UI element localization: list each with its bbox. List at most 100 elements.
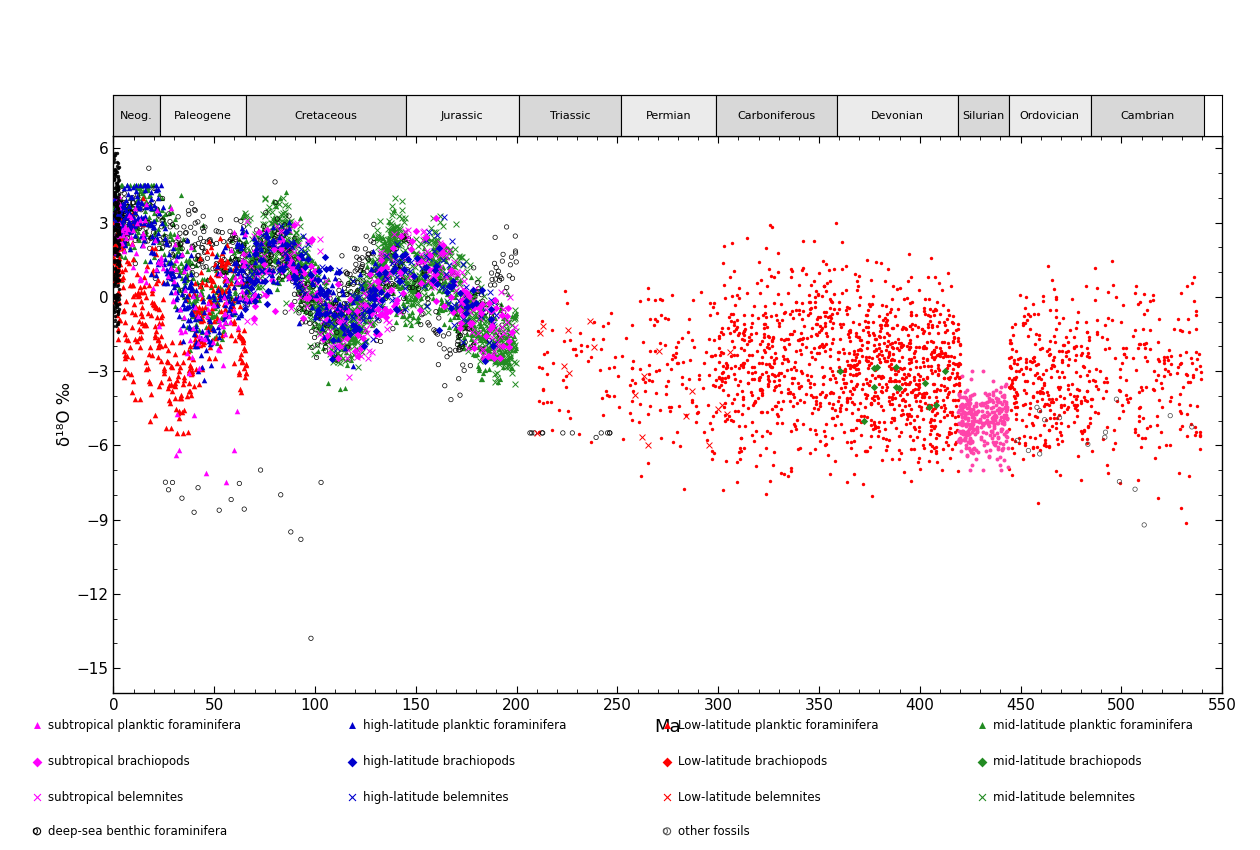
Low-latitude planktic foraminifera <box>189 252 209 265</box>
Low-latitude brachiopods <box>752 405 772 419</box>
mid-latitude planktic foraminifera <box>210 259 231 273</box>
mid-latitude planktic foraminifera <box>394 309 415 322</box>
Low-latitude brachiopods <box>702 452 722 466</box>
Low-latitude brachiopods <box>814 280 834 293</box>
mid-latitude belemnites <box>268 232 289 246</box>
Low-latitude brachiopods <box>767 287 788 301</box>
mid-latitude planktic foraminifera <box>455 320 475 334</box>
Low-latitude brachiopods <box>542 323 562 337</box>
mid-latitude belemnites <box>321 328 341 342</box>
Low-latitude planktic foraminifera <box>108 228 129 241</box>
Point <box>108 303 129 317</box>
mid-latitude planktic foraminifera <box>489 323 509 337</box>
Point <box>983 388 1003 402</box>
mid-latitude planktic foraminifera <box>467 348 488 361</box>
mid-latitude planktic foraminifera <box>454 335 474 348</box>
mid-latitude planktic foraminifera <box>296 254 316 268</box>
Low-latitude brachiopods <box>793 337 813 351</box>
Low-latitude brachiopods <box>782 327 803 341</box>
Low-latitude brachiopods <box>1042 419 1062 433</box>
Low-latitude planktic foraminifera <box>209 290 229 303</box>
high-latitude belemnites <box>396 303 416 316</box>
Low-latitude brachiopods <box>849 414 869 428</box>
mid-latitude planktic foraminifera <box>291 266 311 280</box>
high-latitude planktic foraminifera <box>226 260 246 274</box>
Low-latitude brachiopods <box>839 358 859 371</box>
deep-sea benthic foraminifera <box>213 265 233 279</box>
Text: high-latitude belemnites: high-latitude belemnites <box>363 790 509 804</box>
Low-latitude brachiopods <box>1152 400 1172 413</box>
Low-latitude brachiopods <box>878 345 898 359</box>
high-latitude planktic foraminifera <box>135 234 155 247</box>
Low-latitude brachiopods <box>809 340 829 354</box>
deep-sea benthic foraminifera <box>339 277 359 291</box>
high-latitude planktic foraminifera <box>130 216 150 230</box>
Point <box>108 169 129 183</box>
subtropical belemnites <box>331 341 352 354</box>
mid-latitude planktic foraminifera <box>132 178 152 192</box>
Bar <box>113 95 160 136</box>
Point <box>107 318 127 332</box>
Point <box>965 399 985 412</box>
Low-latitude planktic foraminifera <box>144 297 164 310</box>
Low-latitude brachiopods <box>1040 334 1060 348</box>
mid-latitude planktic foraminifera <box>375 252 396 265</box>
mid-latitude planktic foraminifera <box>348 295 368 309</box>
subtropical brachiopods <box>339 292 359 306</box>
mid-latitude belemnites <box>496 360 517 374</box>
Point <box>107 213 127 227</box>
mid-latitude planktic foraminifera <box>175 258 195 271</box>
mid-latitude planktic foraminifera <box>234 241 255 255</box>
deep-sea benthic foraminifera <box>346 263 367 276</box>
mid-latitude belemnites <box>314 323 334 337</box>
mid-latitude planktic foraminifera <box>411 273 431 286</box>
Low-latitude brachiopods <box>730 445 750 459</box>
mid-latitude planktic foraminifera <box>363 254 383 268</box>
mid-latitude belemnites <box>275 208 295 222</box>
Low-latitude planktic foraminifera <box>224 280 244 294</box>
mid-latitude belemnites <box>401 266 421 280</box>
Low-latitude planktic foraminifera <box>222 303 242 316</box>
deep-sea benthic foraminifera <box>195 220 215 234</box>
mid-latitude planktic foraminifera <box>413 275 433 288</box>
high-latitude belemnites <box>234 298 255 311</box>
Low-latitude brachiopods <box>931 400 951 413</box>
mid-latitude planktic foraminifera <box>212 309 232 323</box>
Low-latitude brachiopods <box>742 316 762 330</box>
Point <box>987 427 1007 440</box>
Low-latitude brachiopods <box>881 354 901 367</box>
mid-latitude belemnites <box>479 336 499 349</box>
subtropical brachiopods <box>271 232 291 246</box>
mid-latitude belemnites <box>318 314 338 328</box>
Low-latitude brachiopods <box>998 351 1018 365</box>
high-latitude belemnites <box>242 286 262 299</box>
mid-latitude planktic foraminifera <box>381 236 401 250</box>
Point <box>955 411 975 424</box>
subtropical planktic foraminifera <box>227 405 247 418</box>
high-latitude planktic foraminifera <box>227 239 247 252</box>
deep-sea benthic foraminifera <box>357 264 377 278</box>
mid-latitude belemnites <box>359 282 379 296</box>
mid-latitude belemnites <box>334 322 354 336</box>
mid-latitude belemnites <box>301 265 321 279</box>
high-latitude planktic foraminifera <box>107 203 127 217</box>
Low-latitude brachiopods <box>662 362 682 376</box>
Low-latitude brachiopods <box>1016 436 1036 450</box>
subtropical brachiopods <box>301 259 321 273</box>
mid-latitude planktic foraminifera <box>248 247 268 261</box>
mid-latitude planktic foraminifera <box>129 188 149 201</box>
subtropical brachiopods <box>368 275 388 288</box>
Low-latitude planktic foraminifera <box>181 366 202 380</box>
high-latitude brachiopods <box>311 283 331 297</box>
mid-latitude belemnites <box>243 256 263 269</box>
Low-latitude planktic foraminifera <box>152 275 173 289</box>
mid-latitude planktic foraminifera <box>474 331 494 344</box>
Low-latitude brachiopods <box>1071 339 1091 353</box>
mid-latitude belemnites <box>460 298 480 312</box>
Low-latitude planktic foraminifera <box>207 311 227 325</box>
Low-latitude brachiopods <box>762 331 782 344</box>
Low-latitude brachiopods <box>813 321 833 335</box>
mid-latitude belemnites <box>504 313 524 326</box>
Low-latitude brachiopods <box>900 362 920 376</box>
mid-latitude belemnites <box>486 366 507 380</box>
